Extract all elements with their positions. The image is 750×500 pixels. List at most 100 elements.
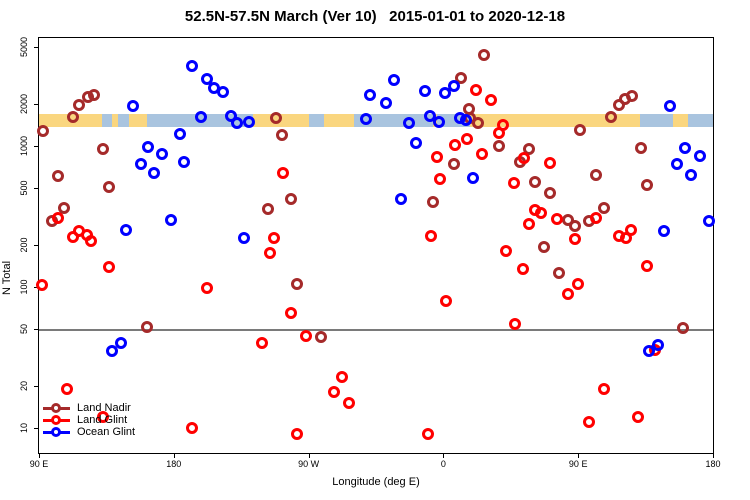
data-point-ocean-glint [693, 149, 706, 162]
data-point-ocean-glint [702, 214, 715, 227]
data-point-ocean-glint [410, 137, 423, 149]
x-tick [713, 453, 714, 458]
data-point-land-glint [263, 247, 276, 260]
data-point-ocean-glint [217, 85, 230, 98]
data-point-ocean-glint [242, 115, 255, 128]
data-point-land-nadir [73, 99, 86, 112]
data-point-ocean-glint [155, 148, 168, 161]
data-point-land-nadir [569, 219, 582, 232]
map-strip-segment-ocean [687, 113, 713, 127]
data-point-land-nadir [140, 321, 153, 334]
data-point-ocean-glint [173, 127, 186, 140]
legend-label: Land Glint [77, 414, 128, 426]
data-point-land-nadir [275, 128, 288, 141]
data-point-land-glint [507, 176, 520, 189]
y-tick-label: 100 [19, 279, 29, 295]
data-point-ocean-glint [185, 60, 198, 73]
data-point-land-nadir [269, 111, 282, 124]
x-tick [578, 453, 580, 458]
y-tick [34, 385, 39, 387]
data-point-land-glint [185, 422, 198, 434]
y-tick [34, 244, 39, 246]
data-point-land-nadir [455, 72, 468, 85]
x-tick [308, 453, 310, 458]
x-tick [173, 453, 175, 458]
data-point-ocean-glint [395, 192, 408, 205]
data-point-ocean-glint [447, 79, 460, 92]
data-point-land-glint [569, 232, 582, 245]
data-point-land-nadir [426, 195, 439, 208]
legend-label: Land Nadir [77, 402, 131, 414]
y-tick [34, 47, 39, 49]
data-point-land-nadir [561, 213, 574, 226]
x-tick-label: 180 [705, 459, 721, 469]
data-point-land-nadir [290, 278, 303, 290]
data-point-land-glint [85, 234, 98, 247]
y-tick-label: 500 [19, 180, 29, 196]
y-tick-label: 50 [19, 324, 29, 335]
x-tick-label: 180 [166, 459, 182, 469]
y-axis-title: N Total [1, 260, 13, 296]
data-point-land-nadir [471, 116, 484, 129]
data-point-ocean-glint [663, 100, 676, 113]
data-point-land-glint [200, 282, 213, 295]
data-point-ocean-glint [134, 158, 147, 171]
data-point-land-nadir [605, 110, 618, 123]
y-tick [34, 188, 39, 190]
map-strip-segment-land [672, 113, 688, 127]
data-point-ocean-glint [419, 84, 432, 97]
y-tick [34, 329, 39, 331]
data-point-land-glint [335, 370, 348, 383]
data-point-ocean-glint [178, 155, 191, 168]
data-point-ocean-glint [671, 158, 684, 171]
x-tick [443, 453, 445, 458]
data-point-land-glint [641, 259, 654, 272]
data-point-land-glint [256, 337, 269, 350]
data-point-land-glint [299, 329, 312, 342]
data-point-land-nadir [590, 168, 603, 181]
data-point-ocean-glint [230, 116, 243, 129]
data-point-land-glint [35, 279, 48, 292]
data-point-ocean-glint [148, 166, 161, 179]
data-point-land-nadir [314, 331, 327, 344]
data-point-land-glint [561, 288, 574, 301]
data-point-ocean-glint [115, 337, 128, 350]
data-point-land-nadir [284, 193, 297, 206]
data-point-land-glint [597, 382, 610, 395]
y-tick-label: 1000 [19, 135, 29, 157]
data-point-land-glint [534, 206, 547, 219]
data-point-land-nadir [67, 111, 80, 124]
legend-circle-icon [51, 415, 61, 425]
data-point-ocean-glint [142, 140, 155, 153]
data-point-land-glint [500, 245, 513, 257]
data-point-land-nadir [262, 203, 275, 216]
data-point-land-glint [431, 150, 444, 163]
data-point-land-glint [440, 294, 453, 307]
data-point-ocean-glint [651, 338, 664, 351]
data-point-land-nadir [641, 178, 654, 191]
data-point-land-glint [328, 386, 341, 398]
data-point-land-nadir [597, 202, 610, 215]
data-point-ocean-glint [200, 72, 213, 85]
data-point-land-glint [434, 173, 447, 186]
data-point-land-glint [522, 217, 535, 230]
data-point-ocean-glint [364, 88, 376, 101]
data-point-land-glint [97, 410, 110, 423]
data-point-land-nadir [97, 143, 110, 156]
data-point-land-glint [284, 307, 297, 320]
x-tick [39, 453, 40, 458]
data-point-ocean-glint [359, 113, 372, 126]
data-point-land-glint [632, 410, 645, 423]
data-point-ocean-glint [119, 223, 132, 236]
y-tick [34, 103, 39, 105]
x-tick-label: 90 E [29, 459, 49, 469]
x-axis-title: Longitude (deg E) [332, 476, 420, 488]
data-point-land-nadir [52, 170, 65, 183]
data-point-ocean-glint [423, 110, 436, 123]
data-point-ocean-glint [402, 116, 415, 129]
data-point-land-glint [422, 428, 435, 441]
data-point-ocean-glint [657, 224, 670, 237]
data-point-land-glint [277, 166, 290, 179]
data-point-land-glint [518, 152, 531, 164]
data-point-land-glint [516, 263, 529, 276]
